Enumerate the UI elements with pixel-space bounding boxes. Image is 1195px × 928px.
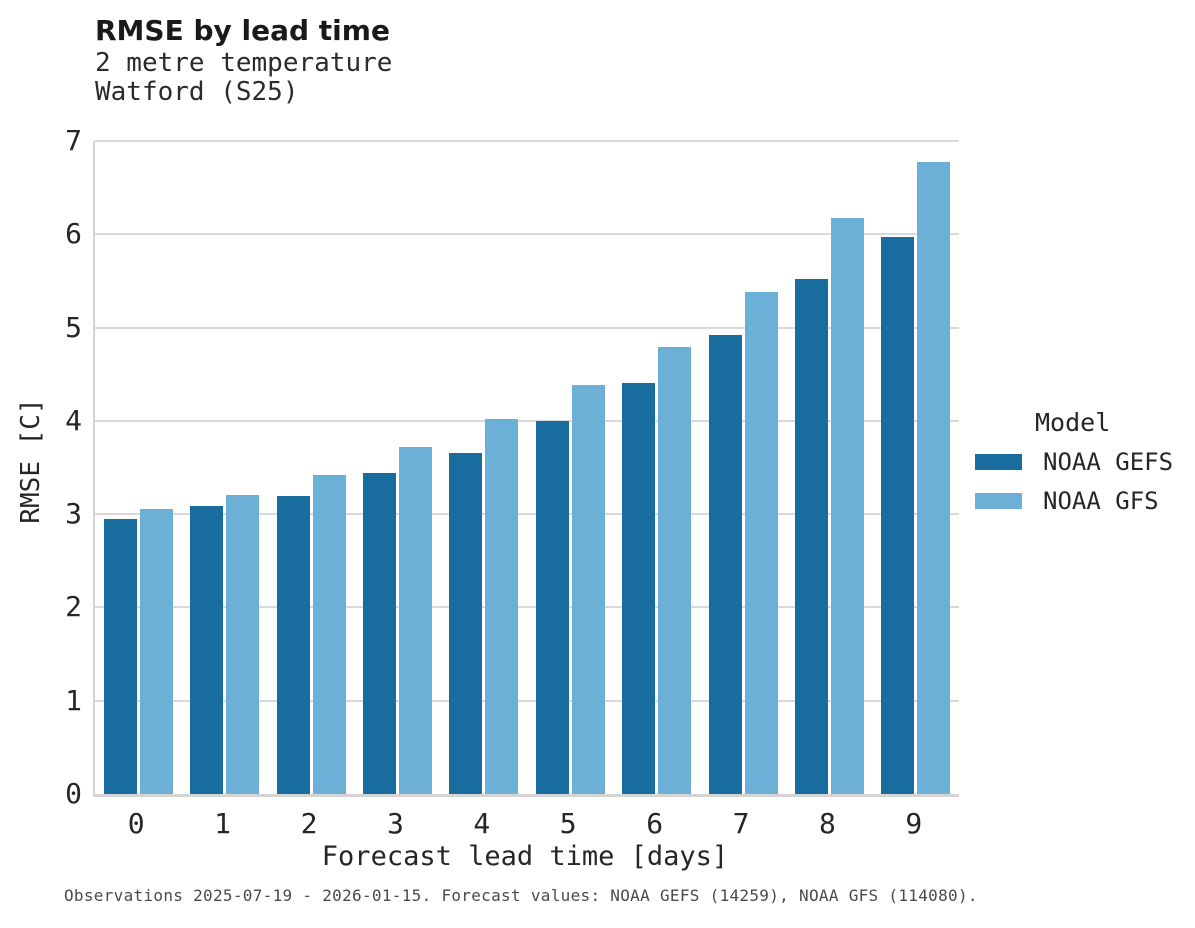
bar-noaa-gfs-lead-2 [312, 474, 346, 794]
y-tick-4: 4 [65, 403, 82, 437]
bar-noaa-gefs-lead-7 [708, 335, 742, 794]
bar-group-0 [95, 141, 181, 794]
bar-noaa-gfs-lead-8 [830, 218, 864, 794]
bar-noaa-gfs-lead-4 [485, 419, 519, 794]
bar-noaa-gfs-lead-5 [571, 385, 605, 794]
bar-noaa-gfs-lead-6 [658, 347, 692, 794]
x-tick-0: 0 [127, 807, 145, 840]
bar-noaa-gfs-lead-3 [398, 446, 432, 794]
y-axis-tick-labels: 0 1 2 3 4 5 6 7 [30, 127, 82, 808]
bar-group-2 [268, 141, 354, 794]
chart-title: RMSE by lead time [95, 14, 390, 47]
gridline-y-4 [95, 419, 959, 422]
legend-label-noaa-gfs: NOAA GFS [1043, 487, 1159, 515]
gridline-y-5 [95, 326, 959, 329]
gridline-y-7 [95, 140, 959, 142]
x-tick-9: 9 [905, 807, 923, 840]
bar-noaa-gefs-lead-9 [881, 237, 915, 794]
legend-entry-noaa-gefs: NOAA GEFS [975, 448, 1173, 476]
bar-group-1 [181, 141, 267, 794]
y-tick-0: 0 [65, 777, 82, 810]
y-tick-5: 5 [65, 310, 82, 344]
bar-group-4 [441, 141, 527, 794]
x-tick-8: 8 [819, 807, 836, 840]
legend-swatch-noaa-gfs [975, 493, 1022, 509]
x-tick-1: 1 [214, 807, 232, 840]
legend: Model NOAA GEFS NOAA GFS [975, 408, 1173, 515]
caption: Observations 2025-07-19 - 2026-01-15. Fo… [64, 886, 978, 905]
bar-noaa-gefs-lead-0 [103, 518, 137, 794]
x-axis-tick-labels: 0 1 2 3 4 5 6 7 8 9 [93, 809, 957, 839]
y-tick-6: 6 [65, 217, 82, 251]
x-tick-5: 5 [559, 807, 577, 840]
chart-subtitle-line1: 2 metre temperature [95, 48, 393, 78]
bar-group-5 [527, 141, 613, 794]
plot-area [93, 140, 959, 797]
y-tick-3: 3 [65, 497, 82, 531]
legend-label-noaa-gefs: NOAA GEFS [1043, 448, 1174, 476]
bar-noaa-gfs-lead-1 [226, 494, 260, 794]
bar-group-3 [354, 141, 440, 794]
y-tick-2: 2 [65, 590, 82, 624]
gridline-y-2 [95, 606, 959, 609]
x-tick-4: 4 [473, 807, 491, 840]
bar-groups [95, 141, 959, 794]
bar-noaa-gfs-lead-7 [744, 292, 778, 794]
bar-noaa-gefs-lead-8 [794, 279, 828, 794]
gridline-y-6 [95, 233, 959, 236]
bar-noaa-gefs-lead-2 [276, 496, 310, 794]
bar-noaa-gefs-lead-3 [362, 473, 396, 794]
bar-noaa-gefs-lead-4 [449, 452, 483, 794]
y-tick-7: 7 [65, 124, 82, 157]
gridline-y-3 [95, 513, 959, 516]
bar-noaa-gfs-lead-0 [139, 508, 173, 794]
gridlines [95, 140, 959, 794]
y-tick-1: 1 [65, 683, 82, 717]
x-tick-2: 2 [300, 807, 318, 840]
bar-group-8 [786, 141, 872, 794]
gridline-y-1 [95, 699, 959, 702]
chart-subtitle-line2: Watford (S25) [95, 77, 299, 107]
bar-noaa-gefs-lead-1 [190, 505, 224, 794]
bar-group-7 [700, 141, 786, 794]
x-tick-6: 6 [646, 807, 664, 840]
bar-noaa-gefs-lead-5 [535, 420, 569, 794]
bar-noaa-gfs-lead-9 [917, 161, 951, 794]
legend-title: Model [1035, 408, 1111, 437]
legend-swatch-noaa-gefs [975, 454, 1022, 470]
x-tick-3: 3 [386, 807, 404, 840]
x-axis-label: Forecast lead time [days] [321, 841, 729, 872]
x-tick-7: 7 [732, 807, 750, 840]
bar-group-6 [613, 141, 699, 794]
bar-noaa-gefs-lead-6 [622, 382, 656, 794]
legend-entries: NOAA GEFS NOAA GFS [975, 448, 1173, 515]
legend-entry-noaa-gfs: NOAA GFS [975, 487, 1173, 515]
bar-group-9 [873, 141, 959, 794]
